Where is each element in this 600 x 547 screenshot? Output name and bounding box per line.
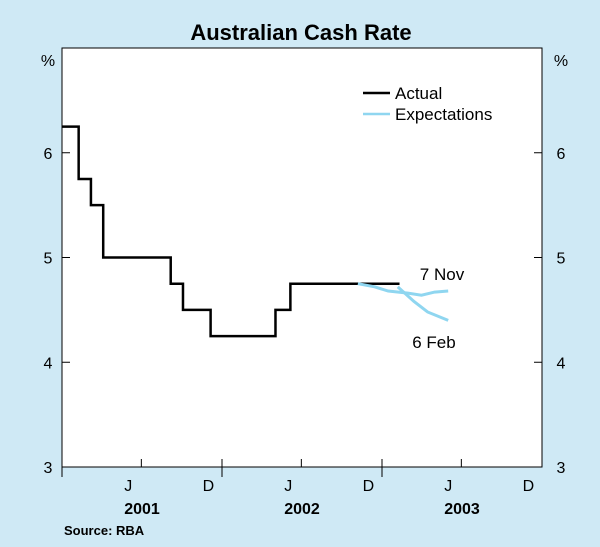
right-axis-unit: % [554, 53, 568, 70]
source-note: Source: RBA [64, 523, 145, 538]
x-month-label: J [284, 478, 292, 495]
chart-title: Australian Cash Rate [190, 20, 411, 45]
y-tick-label-left: 6 [44, 146, 53, 163]
expectations-series-line [357, 282, 449, 297]
annotation-7-nov: 7 Nov [420, 265, 465, 284]
annotation-6-feb: 6 Feb [412, 333, 455, 352]
x-month-label: J [124, 478, 132, 495]
y-tick-label-left: 3 [44, 460, 53, 477]
legend: Actual Expectations [363, 84, 492, 124]
series-layer [62, 125, 449, 338]
x-year-label: 2001 [124, 501, 160, 518]
x-year-label: 2002 [284, 501, 320, 518]
left-axis-unit: % [41, 53, 55, 70]
y-tick-label-right: 6 [557, 146, 566, 163]
right-y-ticks: 3 4 5 6 [534, 146, 566, 477]
y-tick-label-right: 4 [557, 355, 566, 372]
left-y-ticks: 3 4 5 6 [44, 146, 70, 477]
x-year-label: 2003 [444, 501, 480, 518]
y-tick-label-left: 4 [44, 355, 53, 372]
legend-actual-label: Actual [395, 84, 442, 103]
y-tick-label-left: 5 [44, 251, 53, 268]
legend-expectations-label: Expectations [395, 105, 492, 124]
x-month-label: D [523, 478, 535, 495]
x-ticks: J D J D J D 2001 2002 2003 [61, 459, 535, 518]
x-month-label: D [363, 478, 375, 495]
y-tick-label-right: 3 [557, 460, 566, 477]
x-month-label: J [444, 478, 452, 495]
actual-series-line [62, 125, 400, 338]
x-month-label: D [203, 478, 215, 495]
y-tick-label-right: 5 [557, 251, 566, 268]
expectations-series-line [396, 285, 449, 322]
